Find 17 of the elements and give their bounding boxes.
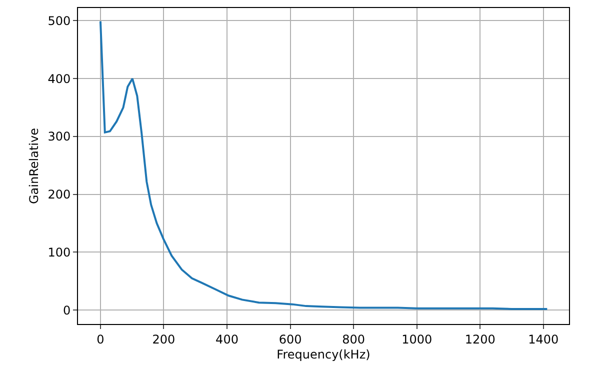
y-axis-title: GainRelative [26,128,41,204]
y-tick-label: 500 [48,14,71,28]
x-tick-label: 0 [96,332,104,346]
x-tick-label: 1400 [528,332,559,346]
x-tick-label: 600 [278,332,302,346]
y-tick-label: 100 [48,245,71,260]
x-tick-label: 1200 [464,332,496,346]
line-series [99,20,548,310]
y-tick-label: 300 [48,130,71,144]
x-tick-label: 1000 [402,332,432,346]
y-tick-label: 200 [48,188,71,202]
x-tick-label: 400 [216,332,238,346]
y-tick-label: 400 [48,72,71,86]
x-tick-label: 800 [342,332,366,346]
y-tick-label: 0 [62,303,71,318]
x-axis-title: Frequency(kHz) [276,347,370,362]
x-tick-label: 200 [152,332,176,346]
